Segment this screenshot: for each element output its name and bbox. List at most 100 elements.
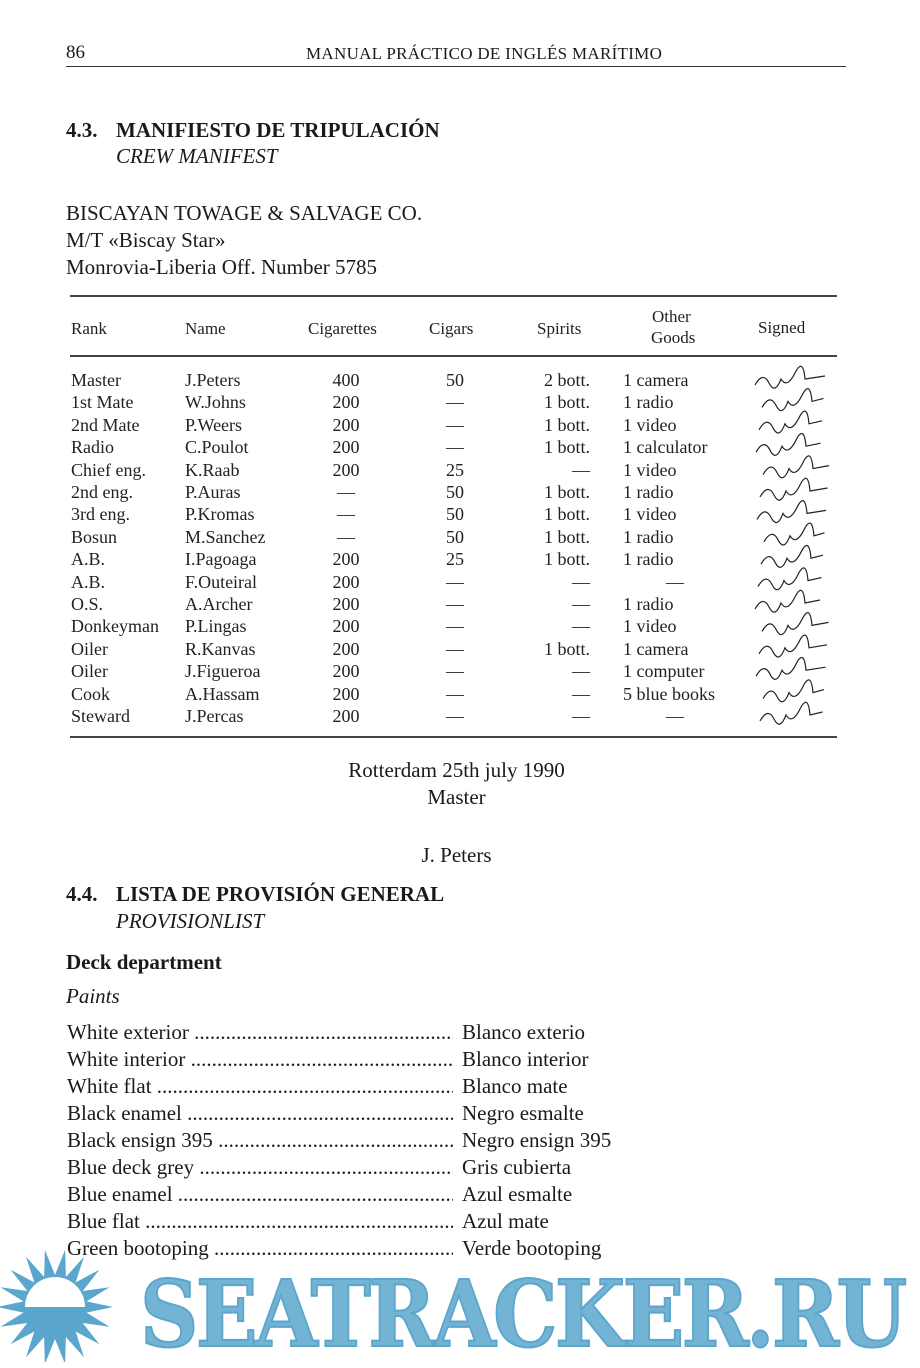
cell-other: 1 camera [623,370,689,390]
cell-cigars: 25 [446,459,464,480]
signature-mark [755,432,821,456]
signature-mark [762,679,825,703]
signature-mark [758,410,823,434]
paint-spanish: Blanco exterio [462,1020,586,1044]
cell-cigars: — [446,594,464,614]
signatures [754,365,830,725]
cell-spirits: 1 bott. [543,482,590,502]
cell-cigarettes: 200 [332,616,360,637]
cell-name: P.Lingas [185,616,247,637]
cell-cigarettes: — [337,482,355,502]
table-top-rule [70,295,837,297]
cell-cigars: 25 [446,549,464,570]
paint-english: White flat [67,1074,453,1099]
list-item: Black ensign 395 Negro ensign 395 [67,1128,767,1154]
cell-cigarettes: 200 [332,571,360,592]
list-item: White interior Blanco interior [67,1047,767,1073]
cell-name: R.Kanvas [185,638,256,659]
cell-other: 5 blue books [623,683,715,704]
col-other-1: Other [652,307,691,326]
signature-mark [763,522,825,546]
cell-cigars: 50 [446,526,464,547]
cell-rank: 2nd eng. [71,482,133,502]
cell-name: J.Percas [185,706,244,726]
cell-other: 1 video [623,414,677,435]
cell-rank: Steward [71,706,130,726]
list-item: Blue flat Azul mate [67,1209,767,1235]
list-item: Blue enamel Azul esmalte [67,1182,767,1208]
paint-spanish: Gris cubierta [462,1155,572,1179]
cell-spirits: — [572,683,590,704]
cell-cigarettes: 200 [332,638,360,659]
cell-name: P.Weers [185,414,243,435]
cell-rank: Master [71,370,121,390]
col-spirits: Spirits [537,319,582,338]
paint-english: Blue deck grey [67,1155,453,1180]
signature-mark [758,634,828,658]
section-subtitle: CREW MANIFEST [116,144,278,168]
paint-english: White interior [67,1047,453,1072]
sun-half [25,1277,85,1307]
cell-other: 1 camera [623,638,689,659]
cell-cigars: — [446,571,464,592]
cell-other: 1 radio [623,594,674,614]
watermark-text: SEATRACKER.RU [139,1260,908,1368]
cell-other: 1 radio [623,526,674,547]
signature-mark [759,701,823,725]
cell-name: P.Kromas [185,504,255,525]
cell-name: W.Johns [185,392,246,413]
cell-other: 1 computer [623,661,705,682]
col-cigarettes: Cigarettes [308,319,377,338]
cell-cigars: 50 [446,482,464,502]
cell-cigarettes: 200 [332,437,360,458]
col-other-2: Goods [651,328,696,347]
signature-mark [756,500,827,524]
paint-english: Black enamel [67,1101,453,1126]
cell-cigarettes: 200 [332,414,360,435]
signature-mark [761,612,829,636]
cell-spirits: — [572,616,590,637]
signature-mark [759,477,828,501]
cell-rank: Cook [71,683,111,704]
cell-spirits: — [572,459,590,480]
cell-spirits: 1 bott. [543,526,590,547]
signatory-name: J. Peters [421,843,492,867]
cell-spirits: 1 bott. [543,638,590,659]
cell-cigars: — [446,392,464,413]
cell-cigars: — [446,706,464,726]
cell-other: 1 video [623,616,677,637]
cell-cigars: 50 [446,370,464,390]
signature-mark [757,567,822,591]
list-item: Blue deck grey Gris cubierta [67,1155,767,1181]
page-number: 86 [66,42,85,63]
cell-spirits: 1 bott. [543,504,590,525]
cell-name: C.Poulot [185,437,249,458]
col-signed: Signed [758,318,806,337]
cell-spirits: — [572,706,590,726]
paint-spanish: Azul mate [462,1209,549,1233]
cell-rank: Oiler [71,661,108,682]
cell-cigarettes: 400 [332,370,360,390]
signature-mark [754,365,826,389]
cell-name: J.Figueroa [185,661,261,682]
signature-mark [762,455,830,479]
cell-other: 1 radio [623,549,674,570]
cell-name: A.Hassam [185,683,260,704]
col-cigars: Cigars [429,319,474,338]
paint-spanish: Blanco interior [462,1047,589,1071]
section-subtitle: PROVISIONLIST [116,909,265,933]
sun-rays [0,1249,113,1362]
cell-name: K.Raab [185,459,240,480]
list-item: White exterior Blanco exterio [67,1020,767,1046]
cell-name: F.Outeiral [185,571,258,592]
cell-name: I.Pagoaga [185,549,257,570]
cell-cigars: — [446,437,464,458]
place-date: Rotterdam 25th july 1990 [348,758,565,782]
cell-spirits: 2 bott. [543,370,590,390]
list-item: White flat Blanco mate [67,1074,767,1100]
cell-other: 1 video [623,504,677,525]
cell-other: 1 radio [623,392,674,413]
department-heading: Deck department [66,950,222,974]
header-divider [66,66,846,67]
cell-spirits: 1 bott. [543,414,590,435]
